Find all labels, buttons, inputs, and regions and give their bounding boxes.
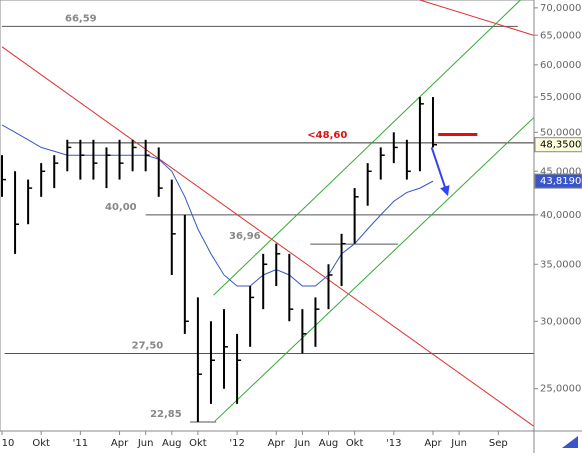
x-tick-label: Sep xyxy=(489,438,508,449)
plot-area xyxy=(0,0,535,432)
price-tag-label: 48,3500 xyxy=(540,140,581,151)
level-label: <48,60 xyxy=(307,130,347,141)
y-tick-label: 50,0000 xyxy=(540,127,581,138)
y-tick-label: 65,0000 xyxy=(540,30,581,41)
moving-average xyxy=(1,124,434,287)
level-label: 27,50 xyxy=(132,340,164,351)
x-tick-label: '13 xyxy=(386,438,401,449)
x-tick-label: Jun xyxy=(450,438,467,449)
y-tick-label: 55,0000 xyxy=(540,92,581,103)
x-tick-label: '12 xyxy=(229,438,244,449)
x-tick-label: 10 xyxy=(2,438,15,449)
y-tick-label: 25,0000 xyxy=(540,384,581,395)
x-tick-label: Aug xyxy=(162,438,182,449)
level-label: 40,00 xyxy=(105,202,137,213)
y-tick-label: 40,0000 xyxy=(540,210,581,221)
price-tag xyxy=(534,137,582,153)
y-tick-label: 70,0000 xyxy=(540,3,581,14)
level-label: 36,96 xyxy=(229,231,261,242)
x-tick-label: Apr xyxy=(424,438,442,449)
x-tick-label: Jun xyxy=(294,438,311,449)
price-tag-label: 43,8190 xyxy=(540,176,581,187)
y-tick-label: 60,0000 xyxy=(540,60,581,71)
x-tick-label: '11 xyxy=(73,438,88,449)
x-tick-label: Okt xyxy=(346,438,364,449)
corner-icon xyxy=(562,436,578,448)
y-tick-label: 30,0000 xyxy=(540,316,581,327)
trend-line xyxy=(430,147,450,197)
y-tick-label: 45,0000 xyxy=(540,166,581,177)
level-label: 22,85 xyxy=(150,409,182,420)
level-label: 66,59 xyxy=(65,13,97,24)
x-tick-label: Jun xyxy=(137,438,154,449)
trend-line xyxy=(213,0,521,296)
trend-line xyxy=(214,117,534,422)
x-tick-label: Apr xyxy=(268,438,286,449)
trend-line xyxy=(1,46,534,427)
x-tick-label: Okt xyxy=(32,438,50,449)
x-tick-label: Aug xyxy=(319,438,339,449)
price-tag xyxy=(534,173,582,189)
y-tick-label: 35,0000 xyxy=(540,259,581,270)
x-tick-label: Okt xyxy=(189,438,207,449)
trend-line xyxy=(419,0,534,36)
x-tick-label: Apr xyxy=(111,438,129,449)
